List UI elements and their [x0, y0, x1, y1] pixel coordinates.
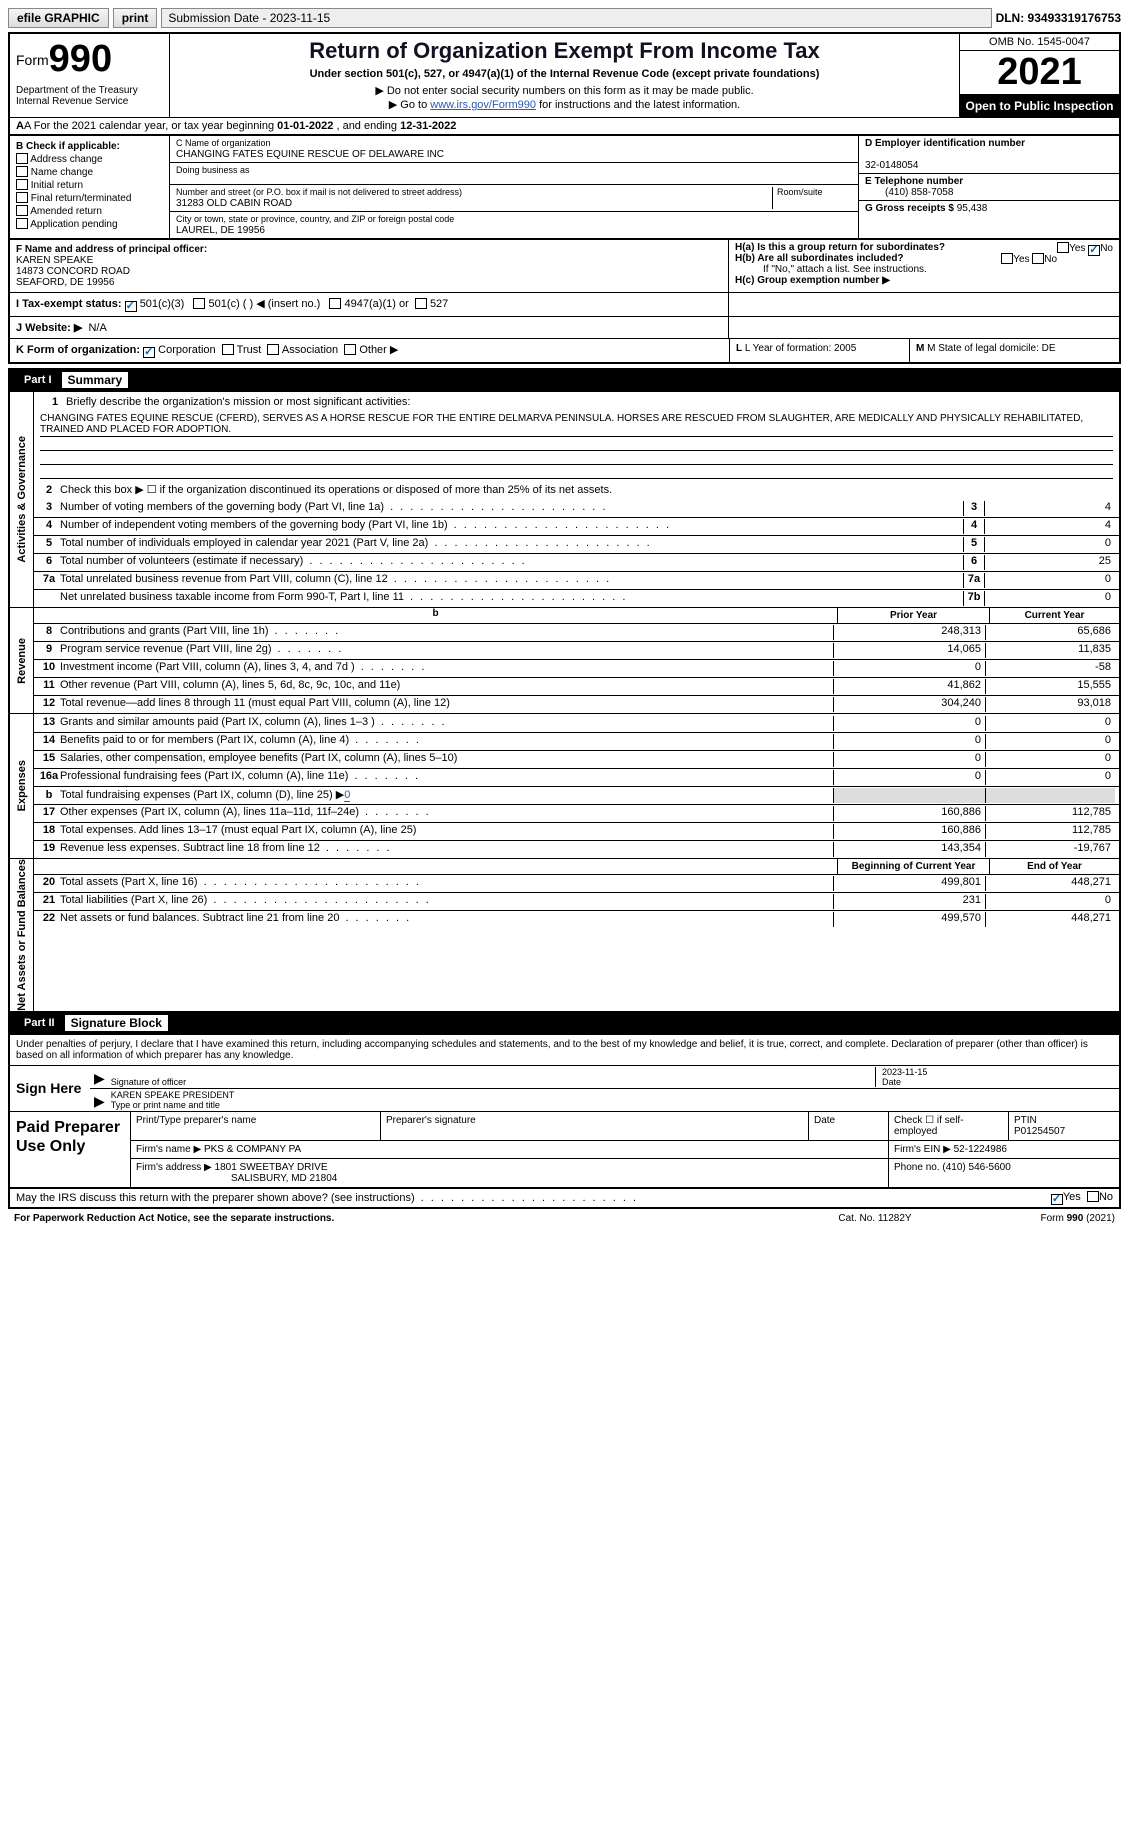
dln: DLN: 93493319176753	[996, 11, 1121, 25]
discuss-row: May the IRS discuss this return with the…	[8, 1189, 1121, 1209]
topbar: efile GRAPHIC print Submission Date - 20…	[8, 8, 1121, 28]
tax-year: 2021	[960, 51, 1119, 95]
open-public: Open to Public Inspection	[960, 95, 1119, 117]
tab-expenses: Expenses	[10, 714, 34, 858]
arrow-icon: ▶	[94, 1070, 105, 1087]
tab-revenue: Revenue	[10, 608, 34, 713]
print-btn[interactable]: print	[113, 8, 158, 28]
info-grid: B Check if applicable: Address change Na…	[8, 134, 1121, 238]
efile-btn[interactable]: efile GRAPHIC	[8, 8, 109, 28]
form-title: Return of Organization Exempt From Incom…	[176, 38, 953, 64]
summary-table: Activities & Governance 1Briefly describ…	[8, 392, 1121, 1013]
department: Department of the Treasury Internal Reve…	[16, 85, 163, 107]
omb-number: OMB No. 1545-0047	[960, 34, 1119, 51]
part-i-header: Part ISummary	[8, 368, 1121, 392]
signature-block: Under penalties of perjury, I declare th…	[8, 1035, 1121, 1189]
footer: For Paperwork Reduction Act Notice, see …	[8, 1211, 1121, 1226]
tab-activities: Activities & Governance	[10, 392, 34, 607]
tab-netassets: Net Assets or Fund Balances	[10, 859, 34, 1011]
row-f: F Name and address of principal officer:…	[8, 238, 1121, 293]
mission-text: CHANGING FATES EQUINE RESCUE (CFERD), SE…	[40, 412, 1113, 437]
irs-link[interactable]: www.irs.gov/Form990	[430, 99, 536, 111]
row-k: K Form of organization: Corporation Trus…	[8, 338, 1121, 364]
note-ssn: ▶ Do not enter social security numbers o…	[176, 84, 953, 97]
col-c: C Name of organizationCHANGING FATES EQU…	[170, 136, 859, 238]
submission-date: Submission Date - 2023-11-15	[161, 8, 991, 28]
part-ii-header: Part IISignature Block	[8, 1013, 1121, 1035]
paid-preparer: Paid Preparer Use Only	[10, 1112, 130, 1187]
header: Form990 Department of the Treasury Inter…	[8, 32, 1121, 117]
col-d: D Employer identification number32-01480…	[859, 136, 1119, 238]
perjury-text: Under penalties of perjury, I declare th…	[10, 1035, 1119, 1065]
sign-here: Sign Here	[10, 1066, 90, 1111]
note-link: ▶ Go to www.irs.gov/Form990 for instruct…	[176, 98, 953, 111]
form-subtitle: Under section 501(c), 527, or 4947(a)(1)…	[176, 68, 953, 80]
row-i: I Tax-exempt status: 501(c)(3) 501(c) ( …	[8, 293, 1121, 317]
form-number: Form990	[16, 38, 163, 81]
row-a: AA For the 2021 calendar year, or tax ye…	[8, 117, 1121, 134]
col-b: B Check if applicable: Address change Na…	[10, 136, 170, 238]
arrow-icon: ▶	[94, 1093, 105, 1110]
row-j: J Website: ▶ N/A	[8, 317, 1121, 338]
form-page: efile GRAPHIC print Submission Date - 20…	[0, 0, 1129, 1234]
